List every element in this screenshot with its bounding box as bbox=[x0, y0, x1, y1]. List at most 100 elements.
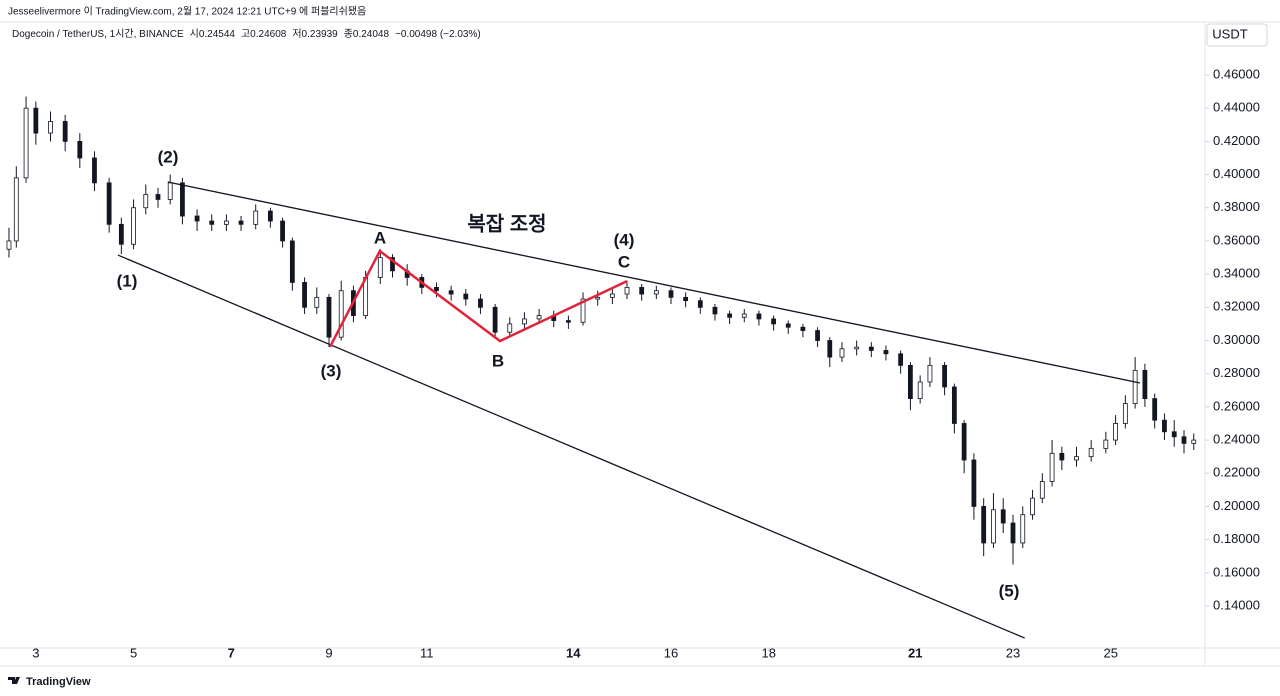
candle-body bbox=[23, 107, 29, 179]
candle-body bbox=[118, 223, 124, 245]
candle-body bbox=[1088, 447, 1094, 458]
x-tick-label: 23 bbox=[1006, 645, 1020, 660]
candle-body bbox=[77, 140, 83, 159]
candle-body bbox=[155, 194, 161, 200]
candle-body bbox=[883, 350, 889, 355]
y-tick-label: 0.30000 bbox=[1213, 332, 1260, 347]
y-tick-label: 0.42000 bbox=[1213, 133, 1260, 148]
candle-body bbox=[463, 293, 469, 300]
candle-body bbox=[991, 509, 996, 544]
x-tick-label: 18 bbox=[761, 645, 775, 660]
x-tick-label: 14 bbox=[566, 645, 581, 660]
candle-body bbox=[712, 306, 718, 315]
candle-body bbox=[522, 318, 527, 325]
candle-body bbox=[1122, 403, 1128, 424]
candle-body bbox=[1113, 423, 1118, 441]
candle-body bbox=[1059, 452, 1065, 461]
wave-label: A bbox=[374, 228, 386, 247]
candle-body bbox=[961, 423, 967, 461]
footer: TradingView bbox=[26, 676, 91, 688]
y-tick-label: 0.32000 bbox=[1213, 299, 1260, 314]
wave-label: 복잡 조정 bbox=[467, 212, 546, 235]
price-change: −0.00498 (−2.03%) bbox=[395, 29, 481, 40]
candle-body bbox=[898, 353, 904, 366]
candle-body bbox=[1010, 522, 1016, 544]
wave-label: C bbox=[618, 252, 630, 271]
candle-body bbox=[951, 386, 957, 424]
candle-body bbox=[289, 240, 295, 283]
candle-body bbox=[62, 121, 68, 142]
candle-body bbox=[180, 182, 185, 217]
symbol-legend: Dogecoin / TetherUS, 1시간, BINANCE 시0.2454… bbox=[12, 28, 481, 40]
candle-body bbox=[253, 210, 259, 225]
candle-body bbox=[1142, 369, 1148, 399]
logo-icon bbox=[8, 677, 20, 684]
y-tick-label: 0.20000 bbox=[1213, 498, 1260, 513]
candle-body bbox=[624, 286, 630, 295]
candle-body bbox=[639, 286, 645, 295]
candle-body bbox=[771, 318, 776, 325]
candles bbox=[6, 96, 1197, 565]
candle-body bbox=[33, 107, 39, 134]
trendline bbox=[167, 181, 1141, 384]
candle-body bbox=[981, 506, 987, 544]
candle-body bbox=[1162, 419, 1167, 433]
candle-body bbox=[106, 182, 112, 225]
candle-body bbox=[653, 290, 659, 295]
candle-body bbox=[868, 346, 874, 351]
symbol-legend-text: Dogecoin / TetherUS, 1시간, BINANCE 시0.2454… bbox=[12, 28, 481, 40]
candle-body bbox=[6, 240, 12, 250]
candle-body bbox=[131, 207, 136, 245]
y-tick-label: 0.16000 bbox=[1213, 564, 1260, 579]
candle-body bbox=[1152, 398, 1158, 421]
candle-body bbox=[907, 364, 913, 399]
candle-body bbox=[267, 210, 273, 222]
footer-logo: TradingView bbox=[8, 676, 91, 688]
attribution: Jesseelivermore 이 TradingView.com, 2월 17… bbox=[8, 6, 366, 18]
candle-body bbox=[223, 220, 229, 225]
y-tick-label: 0.28000 bbox=[1213, 365, 1260, 380]
candle-body bbox=[668, 290, 674, 298]
candle-body bbox=[167, 182, 173, 200]
candle-body bbox=[927, 364, 933, 383]
candle-body bbox=[1000, 509, 1006, 524]
y-tick-label: 0.24000 bbox=[1213, 432, 1260, 447]
x-tick-label: 11 bbox=[420, 645, 434, 660]
candle-body bbox=[478, 298, 483, 308]
x-tick-label: 25 bbox=[1103, 645, 1117, 660]
x-tick-label: 5 bbox=[130, 645, 137, 660]
candle-body bbox=[741, 313, 747, 318]
candle-body bbox=[92, 157, 97, 184]
wave-label: (5) bbox=[999, 581, 1020, 600]
y-tick-label: 0.18000 bbox=[1213, 531, 1260, 546]
y-tick-label: 0.46000 bbox=[1213, 66, 1260, 81]
currency: USDT bbox=[1212, 26, 1247, 41]
wave-label: (1) bbox=[117, 271, 138, 290]
candle-body bbox=[854, 346, 860, 350]
x-tick-label: 9 bbox=[325, 645, 332, 660]
ohlc-value: 저0.23939 bbox=[292, 28, 338, 40]
y-tick-label: 0.22000 bbox=[1213, 465, 1260, 480]
candle-body bbox=[815, 330, 820, 341]
x-tick-label: 21 bbox=[908, 645, 922, 660]
candle-body bbox=[1030, 497, 1035, 516]
candle-body bbox=[507, 323, 513, 333]
candle-body bbox=[302, 282, 307, 308]
candle-body bbox=[580, 298, 586, 323]
candle-body bbox=[338, 290, 344, 338]
candle-body bbox=[595, 296, 601, 300]
candle-body bbox=[917, 381, 923, 399]
y-tick-label: 0.40000 bbox=[1213, 166, 1260, 181]
candle-body bbox=[1020, 514, 1026, 544]
candle-body bbox=[971, 459, 977, 507]
candle-body bbox=[326, 296, 332, 338]
candle-body bbox=[727, 313, 733, 318]
candle-body bbox=[1132, 369, 1138, 404]
candle-body bbox=[1049, 452, 1055, 482]
x-tick-label: 16 bbox=[664, 645, 678, 660]
ohlc-value: 고0.24608 bbox=[241, 29, 287, 40]
candle-body bbox=[800, 326, 806, 331]
candle-body bbox=[209, 220, 215, 225]
wave-label: B bbox=[492, 351, 504, 370]
